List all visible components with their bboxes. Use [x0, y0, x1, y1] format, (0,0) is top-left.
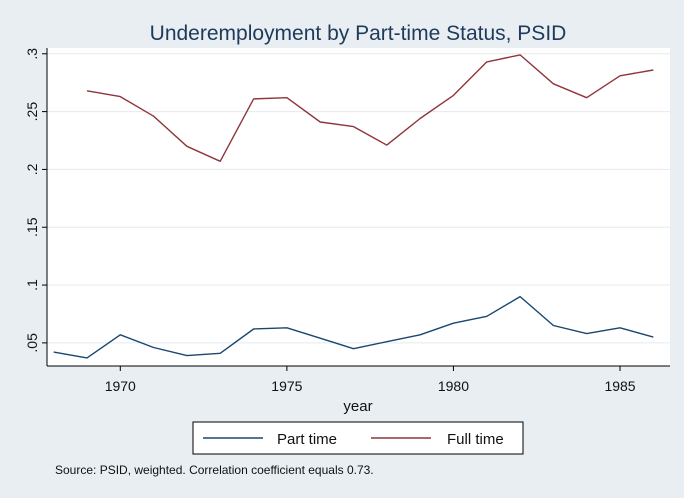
legend-label: Full time	[447, 431, 504, 448]
y-tick-label: .2	[24, 163, 40, 175]
series-line-part-time	[53, 295, 654, 359]
grid-lines	[47, 53, 670, 344]
y-tick-label: .3	[24, 48, 40, 60]
y-tick-label: .15	[24, 217, 40, 237]
legend: Part time Full time	[192, 421, 524, 455]
y-tick-label: .25	[24, 102, 40, 122]
x-axis-title: year	[343, 398, 372, 415]
x-tick-label: 1980	[438, 378, 469, 394]
plot-area	[47, 48, 670, 366]
x-tick-label: 1975	[271, 378, 302, 394]
y-tick-label: .1	[24, 279, 40, 291]
x-tick-label: 1970	[105, 378, 136, 394]
series-line-full-time	[86, 54, 654, 163]
x-tick-label: 1985	[604, 378, 635, 394]
chart-title: Underemployment by Part-time Status, PSI…	[150, 22, 567, 45]
y-tick-label: .05	[24, 333, 40, 353]
source-note: Source: PSID, weighted. Correlation coef…	[55, 463, 374, 477]
axes: .05 .1 .15 .2 .25 .3 1970 1975 1980 1985	[24, 48, 670, 394]
series-group	[53, 54, 654, 359]
legend-label: Part time	[277, 431, 337, 448]
